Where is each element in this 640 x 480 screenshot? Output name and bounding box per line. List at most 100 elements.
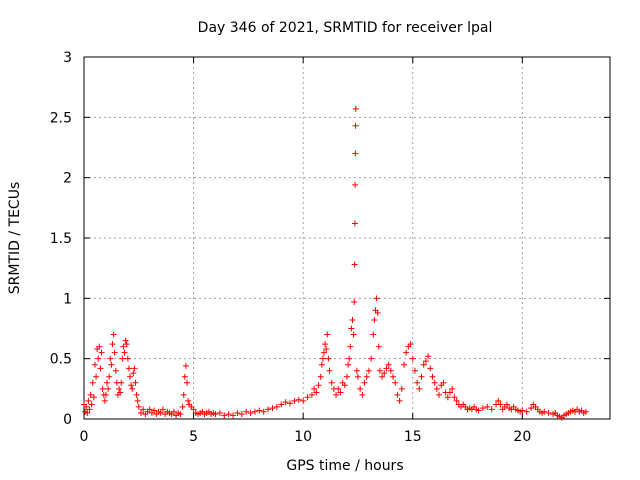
data-point	[269, 405, 276, 412]
data-point	[106, 373, 113, 380]
data-point	[121, 349, 128, 356]
data-point	[243, 408, 250, 415]
data-point	[352, 150, 359, 157]
data-point	[351, 261, 358, 268]
data-point	[390, 373, 397, 380]
data-point	[407, 341, 414, 348]
x-tick-label: 15	[404, 429, 422, 445]
data-point	[90, 394, 97, 401]
data-point	[363, 373, 370, 380]
data-point	[311, 385, 318, 392]
data-point	[411, 367, 418, 374]
data-point	[427, 365, 434, 372]
data-point	[545, 409, 552, 416]
data-point	[368, 355, 375, 362]
data-point	[374, 309, 381, 316]
data-point	[528, 405, 535, 412]
data-point	[319, 355, 326, 362]
data-point	[130, 370, 137, 377]
data-point	[260, 408, 267, 415]
data-point	[352, 181, 359, 188]
data-point	[519, 407, 526, 414]
data-point	[133, 391, 140, 398]
data-point	[420, 361, 427, 368]
data-point	[238, 411, 245, 418]
data-point	[541, 408, 548, 415]
x-tick-label: 20	[513, 429, 531, 445]
data-point	[117, 389, 124, 396]
data-point	[108, 361, 115, 368]
data-point	[131, 365, 138, 372]
data-point	[119, 355, 126, 362]
data-point	[348, 325, 355, 332]
data-point	[300, 397, 307, 404]
data-point	[234, 409, 241, 416]
data-point	[291, 397, 298, 404]
data-point	[379, 373, 386, 380]
data-point	[381, 370, 388, 377]
data-point	[101, 397, 108, 404]
data-point	[409, 355, 416, 362]
data-point	[479, 405, 486, 412]
data-point	[324, 331, 331, 338]
data-point	[313, 389, 320, 396]
data-point	[86, 406, 93, 413]
data-point	[315, 382, 322, 389]
data-point	[182, 362, 189, 369]
data-point	[96, 343, 103, 350]
data-point	[488, 406, 495, 413]
y-tick-label: 3	[63, 50, 72, 66]
data-point	[416, 385, 423, 392]
data-point	[97, 365, 104, 372]
data-point	[433, 385, 440, 392]
data-point	[146, 406, 153, 413]
data-point	[449, 385, 456, 392]
data-point	[105, 385, 112, 392]
data-point	[337, 389, 344, 396]
data-point	[371, 317, 378, 324]
data-point	[111, 349, 118, 356]
data-point	[185, 397, 192, 404]
data-point	[403, 349, 410, 356]
data-point	[180, 391, 187, 398]
y-axis-label: SRMTID / TECUs	[7, 182, 23, 295]
data-point	[431, 379, 438, 386]
data-point	[349, 317, 356, 324]
data-point	[318, 361, 325, 368]
data-point	[429, 373, 436, 380]
data-point	[335, 385, 342, 392]
data-point	[361, 379, 368, 386]
data-point	[170, 408, 177, 415]
data-point	[129, 385, 136, 392]
data-point	[184, 379, 191, 386]
data-point	[89, 379, 96, 386]
data-point	[497, 401, 504, 408]
data-point	[341, 382, 348, 389]
data-point	[118, 379, 125, 386]
data-point	[400, 361, 407, 368]
data-point	[91, 361, 98, 368]
data-point	[325, 355, 332, 362]
data-point	[422, 358, 429, 365]
ticks-layer: 0 5 10 15 20 0 0.5 1 1.5 2 2.5 3	[50, 50, 610, 445]
data-point	[221, 412, 228, 419]
data-point	[88, 401, 95, 408]
data-point	[447, 389, 454, 396]
data-point	[328, 379, 335, 386]
data-point	[350, 331, 357, 338]
data-point	[110, 331, 117, 338]
data-point	[225, 411, 232, 418]
data-point	[357, 385, 364, 392]
data-point	[484, 403, 491, 410]
data-point	[370, 331, 377, 338]
data-point	[98, 349, 105, 356]
chart-title: Day 346 of 2021, SRMTID for receiver lpa…	[198, 20, 493, 36]
y-tick-label: 1	[63, 291, 72, 307]
data-point	[320, 349, 327, 356]
data-point	[346, 355, 353, 362]
data-point	[451, 394, 458, 401]
data-point	[295, 396, 302, 403]
data-point	[398, 385, 405, 392]
data-point	[394, 391, 401, 398]
y-tick-label: 0.5	[50, 352, 72, 368]
